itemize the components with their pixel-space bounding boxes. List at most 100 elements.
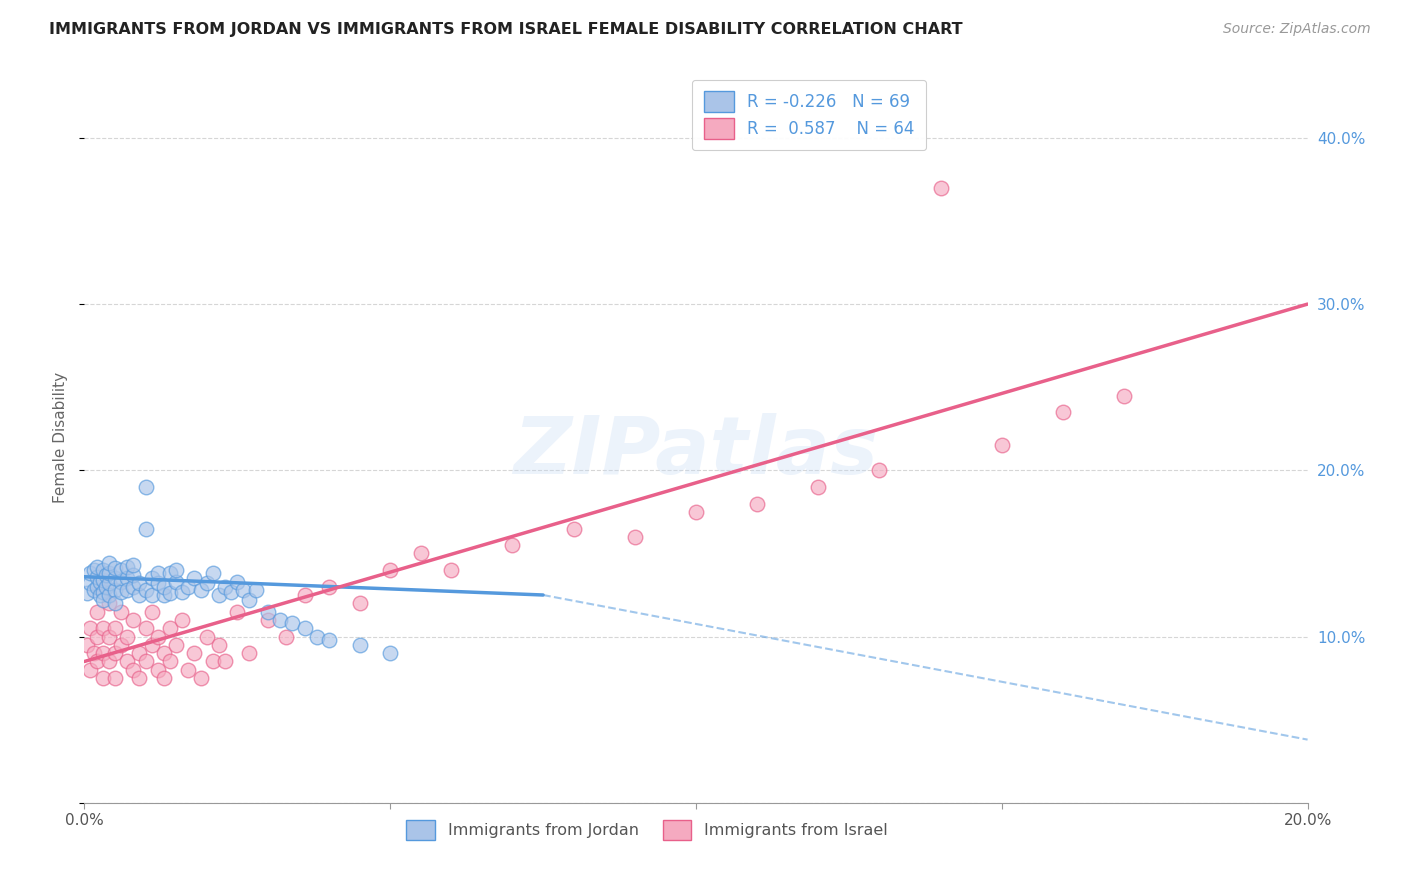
Point [91, 563, 114, 577]
Point [122, 613, 145, 627]
Point [172, 584, 194, 599]
Point [257, 613, 280, 627]
Point [153, 588, 176, 602]
Point [146, 663, 169, 677]
Point [177, 663, 200, 677]
Point [238, 646, 260, 660]
Point [208, 588, 231, 602]
Point [104, 621, 127, 635]
Point [294, 588, 316, 602]
Point [305, 630, 328, 644]
Point [115, 630, 138, 644]
Point [94, 580, 117, 594]
Point [104, 561, 127, 575]
Point [86, 570, 108, 584]
Point [91, 573, 114, 587]
Point [226, 574, 249, 589]
Point [276, 630, 298, 644]
Point [141, 638, 163, 652]
Point [115, 582, 138, 597]
Point [122, 558, 145, 573]
Point [83, 582, 105, 597]
Point [141, 571, 163, 585]
Point [349, 596, 371, 610]
Point [79, 621, 101, 635]
Point [97, 655, 120, 669]
Point [226, 605, 249, 619]
Point [183, 646, 205, 660]
Point [257, 605, 280, 619]
Point [128, 588, 150, 602]
Point [1114, 388, 1136, 402]
Point [91, 646, 114, 660]
Point [97, 557, 120, 571]
Point [128, 646, 150, 660]
Point [128, 671, 150, 685]
Point [110, 605, 132, 619]
Point [238, 593, 260, 607]
Point [195, 576, 218, 591]
Point [807, 480, 830, 494]
Point [128, 576, 150, 591]
Y-axis label: Female Disability: Female Disability [53, 371, 69, 503]
Point [929, 180, 952, 194]
Point [281, 616, 304, 631]
Point [409, 546, 432, 560]
Point [294, 621, 316, 635]
Point [89, 574, 111, 589]
Point [165, 563, 187, 577]
Point [190, 671, 212, 685]
Point [165, 574, 187, 589]
Point [562, 521, 585, 535]
Point [214, 655, 236, 669]
Point [86, 630, 108, 644]
Point [153, 646, 176, 660]
Point [159, 621, 181, 635]
Point [201, 566, 224, 581]
Point [122, 568, 145, 582]
Point [135, 582, 157, 597]
Point [146, 630, 169, 644]
Point [153, 671, 176, 685]
Point [141, 605, 163, 619]
Point [86, 655, 108, 669]
Point [86, 559, 108, 574]
Point [91, 671, 114, 685]
Point [97, 588, 120, 602]
Point [97, 596, 120, 610]
Point [83, 563, 105, 577]
Point [991, 438, 1014, 452]
Point [159, 655, 181, 669]
Point [110, 584, 132, 599]
Point [177, 580, 200, 594]
Point [115, 571, 138, 585]
Point [86, 605, 108, 619]
Point [208, 638, 231, 652]
Point [135, 655, 157, 669]
Point [79, 566, 101, 581]
Point [83, 646, 105, 660]
Point [380, 646, 402, 660]
Point [502, 538, 524, 552]
Point [110, 638, 132, 652]
Point [104, 582, 127, 597]
Point [159, 586, 181, 600]
Point [135, 480, 157, 494]
Point [135, 621, 157, 635]
Point [104, 596, 127, 610]
Point [141, 588, 163, 602]
Point [245, 582, 267, 597]
Point [869, 463, 891, 477]
Point [115, 655, 138, 669]
Point [214, 580, 236, 594]
Point [624, 530, 647, 544]
Point [190, 582, 212, 597]
Point [380, 563, 402, 577]
Text: IMMIGRANTS FROM JORDAN VS IMMIGRANTS FROM ISRAEL FEMALE DISABILITY CORRELATION C: IMMIGRANTS FROM JORDAN VS IMMIGRANTS FRO… [49, 22, 963, 37]
Point [104, 571, 127, 585]
Point [79, 576, 101, 591]
Point [135, 521, 157, 535]
Point [94, 568, 117, 582]
Point [685, 505, 707, 519]
Point [153, 580, 176, 594]
